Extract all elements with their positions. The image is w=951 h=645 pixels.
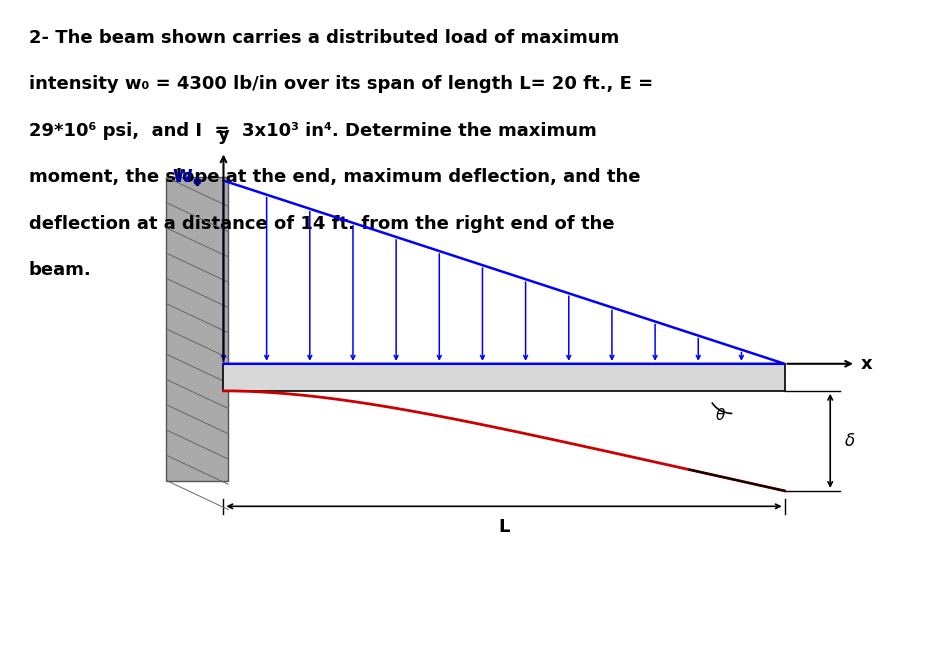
Text: $\theta$: $\theta$ [715,408,727,423]
Text: y: y [218,126,229,144]
Text: intensity w₀ = 4300 lb/in over its span of length L= 20 ft., E =: intensity w₀ = 4300 lb/in over its span … [29,75,652,94]
Text: x: x [861,355,872,373]
Text: 2- The beam shown carries a distributed load of maximum: 2- The beam shown carries a distributed … [29,29,619,47]
Bar [223,364,785,391]
Text: L: L [498,518,510,536]
Text: $\mathbf{W_o}$: $\mathbf{W_o}$ [172,167,203,188]
Bar [166,177,228,481]
Text: moment, the slope at the end, maximum deflection, and the: moment, the slope at the end, maximum de… [29,168,640,186]
Text: 29*10⁶ psi,  and I  =  3x10³ in⁴. Determine the maximum: 29*10⁶ psi, and I = 3x10³ in⁴. Determine… [29,122,596,140]
Text: $\delta$: $\delta$ [844,432,855,450]
Text: beam.: beam. [29,261,91,279]
Text: deflection at a distance of 14 ft. from the right end of the: deflection at a distance of 14 ft. from … [29,215,614,233]
